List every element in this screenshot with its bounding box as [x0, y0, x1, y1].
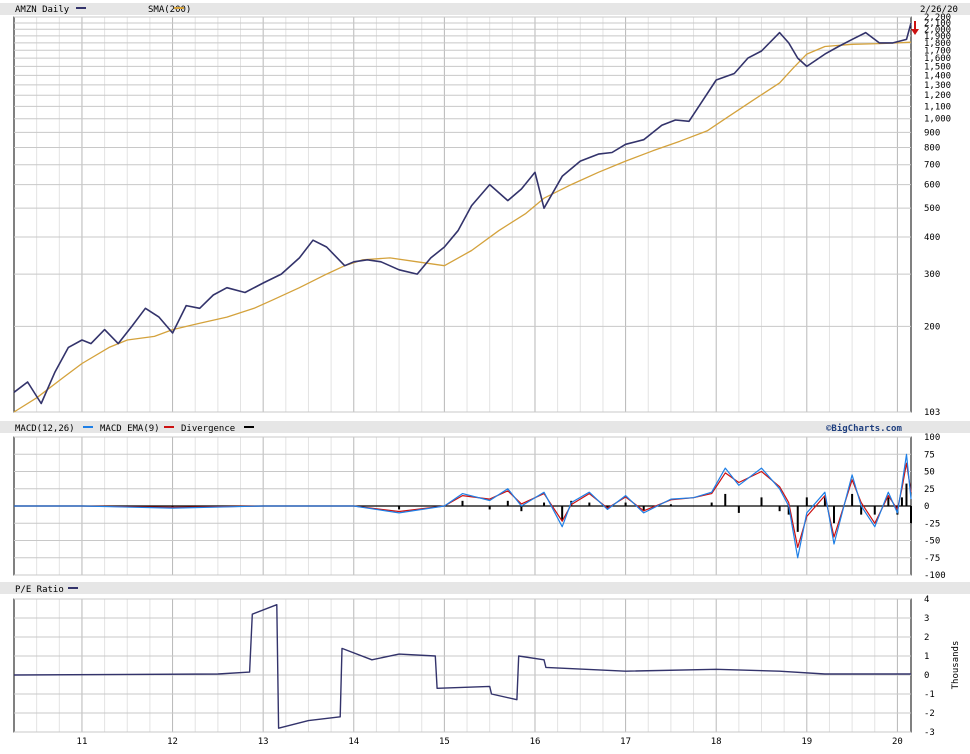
x-tick-label: 11: [77, 737, 88, 747]
macd-y-tick: -75: [924, 554, 940, 564]
price-y-tick: 900: [924, 128, 940, 138]
price-legend: AMZN Daily SMA(200) 2/26/20: [15, 5, 958, 15]
price-y-tick: 1,300: [924, 81, 951, 91]
x-tick-label: 14: [348, 737, 359, 747]
pe-axis-label: Thousands: [951, 641, 961, 690]
price-y-tick: 103: [924, 408, 940, 418]
price-y-tick: 1,400: [924, 71, 951, 81]
x-tick-label: 18: [711, 737, 722, 747]
grid-layer: [14, 16, 911, 733]
price-header-bar: [0, 3, 970, 15]
pe-header-bar: [0, 582, 970, 594]
x-tick-label: 20: [892, 737, 903, 747]
x-tick-label: 12: [167, 737, 178, 747]
price-y-tick: 600: [924, 181, 940, 191]
brand-label: ©BigCharts.com: [826, 423, 902, 434]
macd-y-tick: -50: [924, 537, 940, 547]
pe-y-tick: -2: [924, 709, 935, 719]
price-y-tick: 1,800: [924, 39, 951, 49]
pe-legend: P/E Ratio: [15, 585, 78, 595]
legend-amzn-label: AMZN Daily: [15, 5, 70, 15]
price-y-tick: 300: [924, 270, 940, 280]
pe-plot-frame: [13, 598, 912, 733]
price-y-tick: 1,700: [924, 46, 951, 56]
last-price-arrow: [911, 21, 919, 36]
series-layer: [13, 21, 919, 729]
legend-macd-label: MACD(12,26): [15, 424, 75, 434]
pe-y-tick: -3: [924, 728, 935, 738]
pe-y-tick: 0: [924, 671, 929, 681]
price-y-tick: 200: [924, 322, 940, 332]
pe-ratio-line: [13, 604, 911, 729]
price-y-tick: 500: [924, 204, 940, 214]
legend-divergence-label: Divergence: [181, 424, 235, 434]
pe-y-tick: 1: [924, 652, 929, 662]
price-y-tick: 1,200: [924, 91, 951, 101]
macd-y-tick: 75: [924, 450, 935, 460]
tick-layer: 11 12 13 14 15 16 17 18 19 202,2002,1002,0001,900…: [77, 13, 952, 747]
x-tick-label: 17: [620, 737, 631, 747]
legend-pe-label: P/E Ratio: [15, 585, 64, 595]
date-label: 2/26/20: [920, 5, 958, 15]
price-y-tick: 2,000: [924, 25, 951, 35]
legend-divergence-swatch: [244, 426, 254, 428]
x-tick-label: 16: [530, 737, 541, 747]
price-y-tick: 1,600: [924, 54, 951, 64]
price-y-tick: 1,000: [924, 115, 951, 125]
price-y-tick: 700: [924, 161, 940, 171]
price-y-tick: 800: [924, 144, 940, 154]
legend-sma-swatch: [174, 7, 184, 9]
macd-y-tick: -100: [924, 571, 946, 581]
macd-header-bar: [0, 421, 970, 433]
macd-legend: MACD(12,26) MACD EMA(9) Divergence ©BigC…: [15, 423, 902, 434]
legend-pe-swatch: [68, 587, 78, 589]
sma200-line: [13, 41, 912, 413]
macd-line: [14, 453, 912, 559]
legend-ema-swatch: [164, 426, 174, 428]
pe-y-tick: 3: [924, 614, 929, 624]
price-y-tick: 1,900: [924, 32, 951, 42]
pe-y-tick: -1: [924, 690, 935, 700]
x-tick-label: 15: [439, 737, 450, 747]
amzn-price-line: [13, 22, 912, 405]
legend-amzn-swatch: [76, 7, 86, 9]
macd-y-tick: 100: [924, 433, 940, 443]
x-tick-label: 19: [801, 737, 812, 747]
macd-y-tick: 50: [924, 468, 935, 478]
macd-y-tick: -25: [924, 519, 940, 529]
price-y-tick: 400: [924, 233, 940, 243]
price-y-tick: 1,100: [924, 102, 951, 112]
pe-y-tick: 4: [924, 595, 929, 605]
price-plot-frame: [13, 16, 912, 413]
macd-y-tick: 25: [924, 485, 935, 495]
legend-macd-swatch: [83, 426, 93, 428]
macd-y-tick: 0: [924, 502, 929, 512]
price-y-tick: 2,200: [924, 13, 951, 23]
legend-sma-label: SMA(200): [148, 5, 191, 15]
price-y-tick: 1,500: [924, 62, 951, 72]
price-y-tick: 2,100: [924, 19, 951, 29]
x-tick-label: 13: [258, 737, 269, 747]
legend-ema-label: MACD EMA(9): [100, 424, 160, 434]
pe-y-tick: 2: [924, 633, 929, 643]
